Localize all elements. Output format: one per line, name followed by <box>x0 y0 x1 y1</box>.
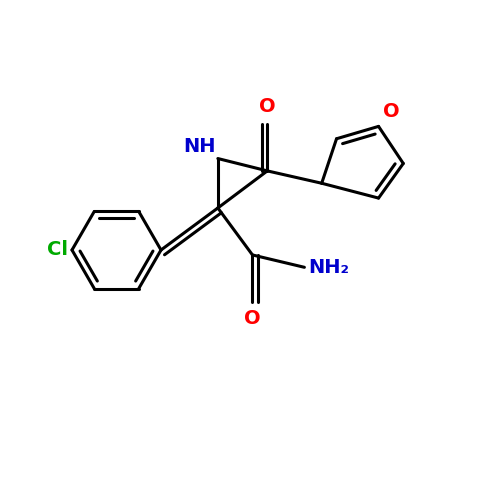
Text: O: O <box>259 98 276 116</box>
Text: NH: NH <box>183 137 216 156</box>
Text: O: O <box>244 310 261 328</box>
Text: O: O <box>384 102 400 122</box>
Text: Cl: Cl <box>47 240 68 260</box>
Text: NH₂: NH₂ <box>308 258 350 277</box>
